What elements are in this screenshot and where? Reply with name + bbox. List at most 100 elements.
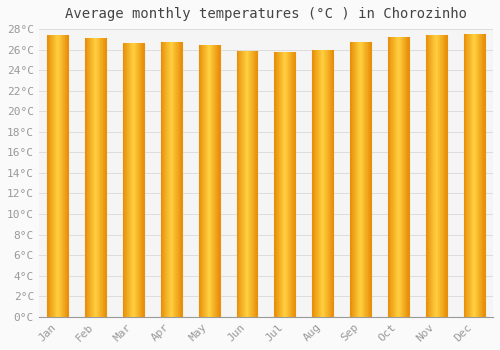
Bar bbox=[88, 38, 90, 317]
Bar bbox=[396, 37, 397, 317]
Bar bbox=[356, 42, 357, 317]
Bar bbox=[55, 35, 56, 317]
Bar bbox=[52, 35, 53, 317]
Bar bbox=[252, 51, 253, 317]
Bar bbox=[467, 34, 468, 317]
Bar bbox=[482, 34, 483, 317]
Bar bbox=[219, 46, 220, 317]
Bar bbox=[64, 35, 66, 317]
Bar bbox=[59, 35, 60, 317]
Bar bbox=[285, 52, 286, 317]
Bar bbox=[247, 51, 248, 317]
Bar bbox=[477, 34, 478, 317]
Bar bbox=[57, 35, 58, 317]
Bar bbox=[204, 46, 205, 317]
Bar bbox=[249, 51, 250, 317]
Bar bbox=[172, 42, 174, 317]
Bar bbox=[180, 42, 181, 317]
Bar bbox=[322, 50, 324, 317]
Bar bbox=[312, 50, 313, 317]
Bar bbox=[331, 50, 332, 317]
Bar bbox=[212, 46, 214, 317]
Bar bbox=[200, 46, 201, 317]
Bar bbox=[96, 38, 97, 317]
Bar bbox=[355, 42, 356, 317]
Bar bbox=[476, 34, 477, 317]
Bar bbox=[366, 42, 367, 317]
Bar bbox=[67, 35, 68, 317]
Bar bbox=[179, 42, 180, 317]
Bar bbox=[253, 51, 254, 317]
Bar bbox=[50, 35, 51, 317]
Bar bbox=[162, 42, 163, 317]
Bar bbox=[430, 35, 432, 317]
Bar bbox=[434, 35, 435, 317]
Bar bbox=[138, 43, 139, 317]
Bar bbox=[353, 42, 354, 317]
Bar bbox=[99, 38, 100, 317]
Bar bbox=[170, 42, 172, 317]
Bar bbox=[217, 46, 218, 317]
Bar bbox=[243, 51, 244, 317]
Bar bbox=[292, 52, 293, 317]
Bar bbox=[437, 35, 438, 317]
Bar bbox=[400, 37, 401, 317]
Bar bbox=[126, 43, 127, 317]
Bar bbox=[56, 35, 57, 317]
Bar bbox=[436, 35, 437, 317]
Bar bbox=[276, 52, 277, 317]
Bar bbox=[368, 42, 369, 317]
Bar bbox=[443, 35, 444, 317]
Bar bbox=[470, 34, 472, 317]
Bar bbox=[168, 42, 169, 317]
Bar bbox=[92, 38, 93, 317]
Bar bbox=[123, 43, 124, 317]
Bar bbox=[330, 50, 331, 317]
Bar bbox=[104, 38, 106, 317]
Bar bbox=[406, 37, 408, 317]
Bar bbox=[364, 42, 366, 317]
Bar bbox=[367, 42, 368, 317]
Bar bbox=[134, 43, 135, 317]
Bar bbox=[475, 34, 476, 317]
Bar bbox=[137, 43, 138, 317]
Bar bbox=[350, 42, 351, 317]
Bar bbox=[287, 52, 288, 317]
Bar bbox=[404, 37, 406, 317]
Bar bbox=[315, 50, 316, 317]
Bar bbox=[278, 52, 280, 317]
Bar bbox=[397, 37, 398, 317]
Bar bbox=[58, 35, 59, 317]
Bar bbox=[391, 37, 392, 317]
Title: Average monthly temperatures (°C ) in Chorozinho: Average monthly temperatures (°C ) in Ch… bbox=[65, 7, 467, 21]
Bar bbox=[294, 52, 296, 317]
Bar bbox=[167, 42, 168, 317]
Bar bbox=[432, 35, 433, 317]
Bar bbox=[178, 42, 179, 317]
Bar bbox=[438, 35, 439, 317]
Bar bbox=[62, 35, 64, 317]
Bar bbox=[164, 42, 165, 317]
Bar bbox=[394, 37, 395, 317]
Bar bbox=[313, 50, 314, 317]
Bar bbox=[325, 50, 326, 317]
Bar bbox=[244, 51, 245, 317]
Bar bbox=[328, 50, 329, 317]
Bar bbox=[293, 52, 294, 317]
Bar bbox=[95, 38, 96, 317]
Bar bbox=[242, 51, 243, 317]
Bar bbox=[468, 34, 469, 317]
Bar bbox=[236, 51, 238, 317]
Bar bbox=[205, 46, 206, 317]
Bar bbox=[290, 52, 291, 317]
Bar bbox=[86, 38, 88, 317]
Bar bbox=[444, 35, 446, 317]
Bar bbox=[241, 51, 242, 317]
Bar bbox=[98, 38, 99, 317]
Bar bbox=[480, 34, 481, 317]
Bar bbox=[238, 51, 240, 317]
Bar bbox=[254, 51, 256, 317]
Bar bbox=[401, 37, 402, 317]
Bar bbox=[428, 35, 430, 317]
Bar bbox=[314, 50, 315, 317]
